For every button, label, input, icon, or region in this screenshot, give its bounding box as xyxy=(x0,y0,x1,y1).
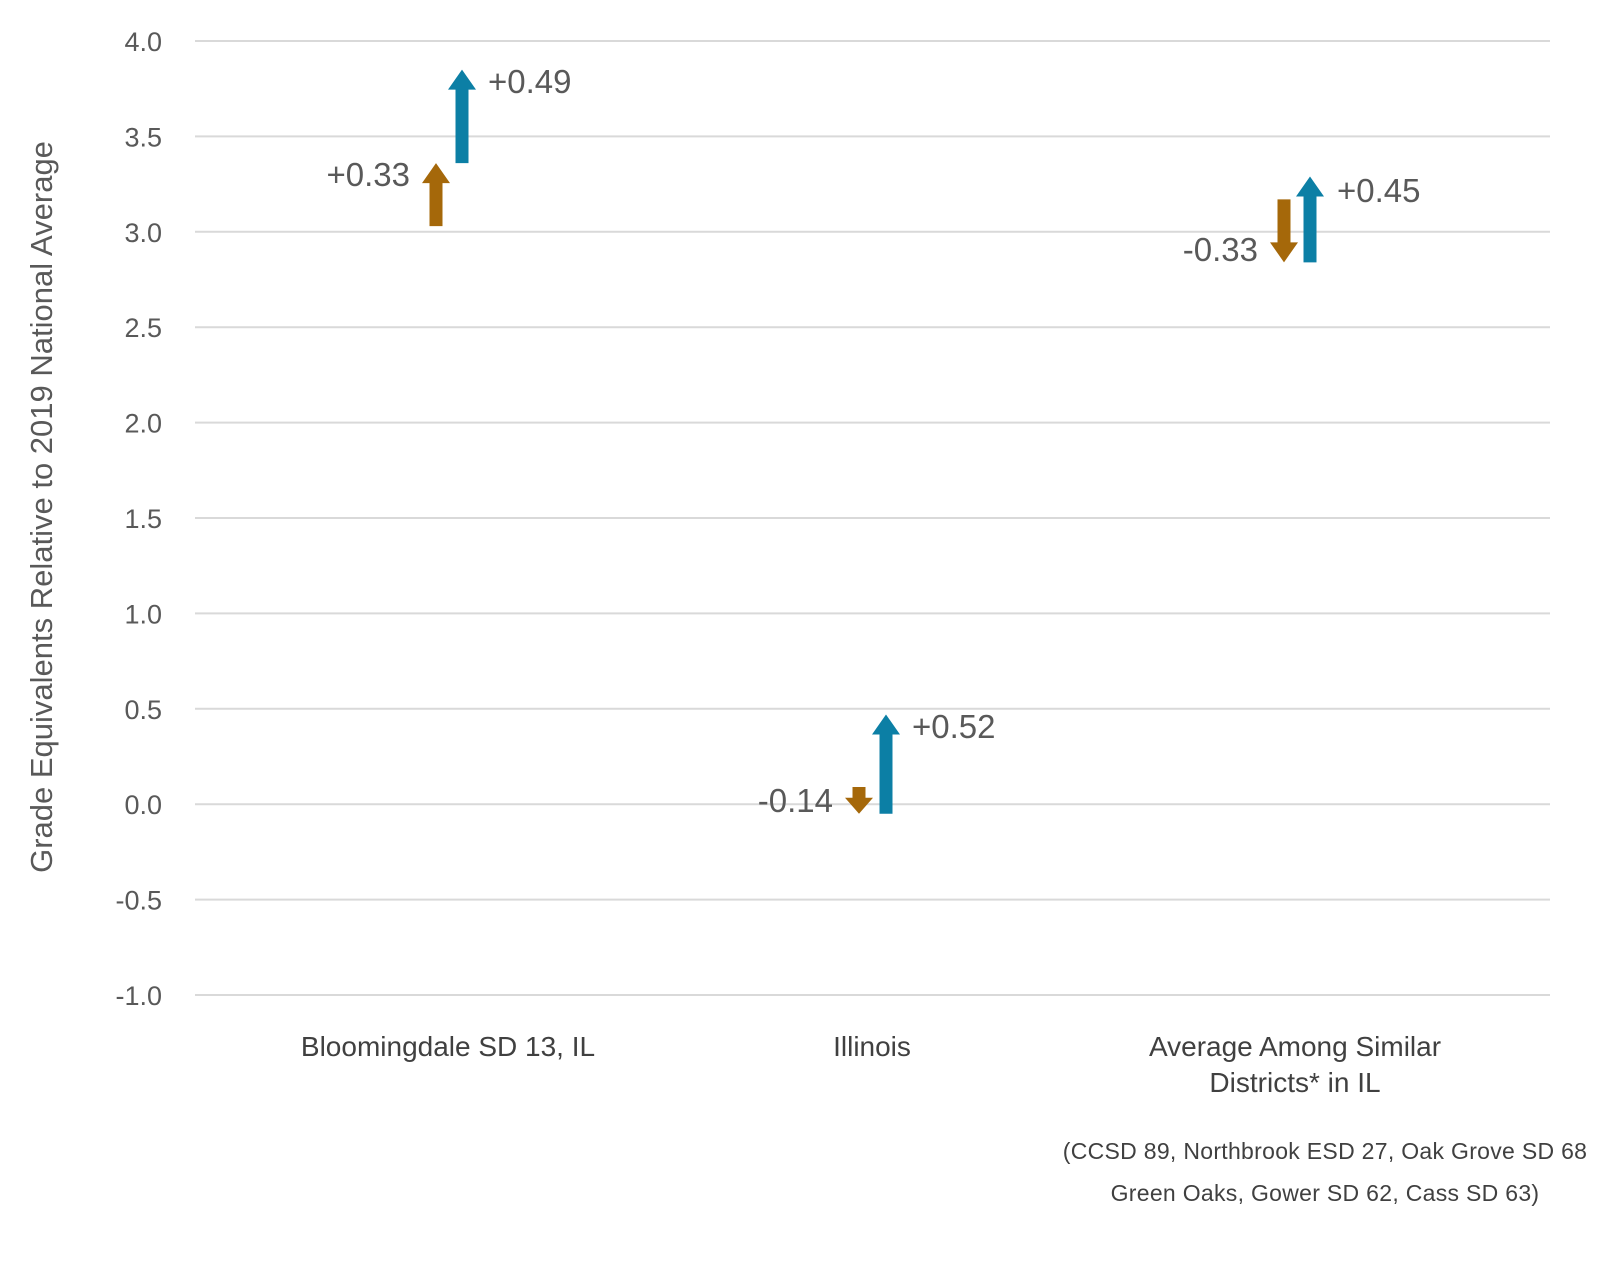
y-tick-label: -0.5 xyxy=(115,886,162,916)
category-label: Bloomingdale SD 13, IL xyxy=(301,1031,595,1062)
axis-layer: 4.0 3.5 3.0 2.5 2.0 1.5 1.0 0.5 0.0 -0.5 -1.0 Bloom… xyxy=(115,27,1441,1098)
y-tick-label: 0.5 xyxy=(124,695,162,725)
value-label: +0.52 xyxy=(912,708,996,745)
arrow-up-mark xyxy=(422,163,450,227)
y-tick-label: 2.0 xyxy=(124,409,162,439)
value-label: -0.33 xyxy=(1183,231,1258,268)
y-tick-label: 1.0 xyxy=(124,599,162,629)
y-tick-label: 1.5 xyxy=(124,504,162,534)
value-label: +0.45 xyxy=(1337,172,1421,209)
value-label: +0.49 xyxy=(488,63,572,100)
footnote: (CCSD 89, Northbrook ESD 27, Oak Grove S… xyxy=(1062,1138,1588,1206)
category-label: Average Among Similar xyxy=(1149,1031,1441,1062)
value-label: +0.33 xyxy=(327,156,411,193)
y-tick-label: -1.0 xyxy=(115,981,162,1011)
grid-layer xyxy=(195,40,1550,996)
value-label: -0.14 xyxy=(758,782,833,819)
y-tick-label: 0.0 xyxy=(124,790,162,820)
y-axis-label: Grade Equivalents Relative to 2019 Natio… xyxy=(24,141,59,873)
arrow-down-mark xyxy=(1270,199,1298,263)
arrow-down-mark xyxy=(845,787,873,814)
y-tick-label: 3.5 xyxy=(124,122,162,152)
y-tick-label: 3.0 xyxy=(124,218,162,248)
category-label: Districts* in IL xyxy=(1209,1067,1380,1098)
arrow-up-mark xyxy=(448,69,476,164)
y-tick-label: 2.5 xyxy=(124,313,162,343)
arrow-up-mark xyxy=(1296,176,1324,263)
arrow-up-mark xyxy=(872,714,900,814)
y-tick-label: 4.0 xyxy=(124,27,162,57)
category-label: Illinois xyxy=(833,1031,911,1062)
mark-layer: +0.33 -0.14 -0.33 +0.49 +0.52 +0.45 xyxy=(327,63,1421,819)
